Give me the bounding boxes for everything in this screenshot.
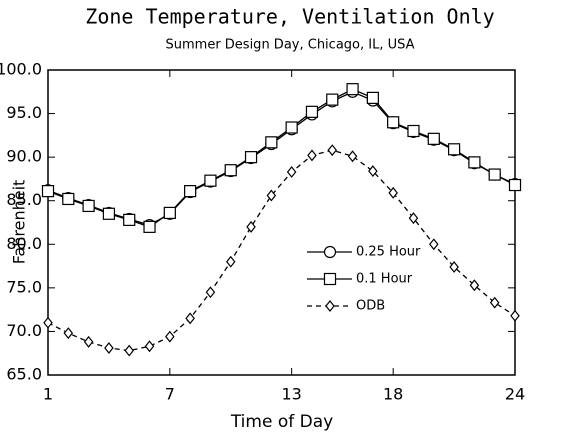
x-axis-label: Time of Day bbox=[230, 412, 333, 432]
point bbox=[366, 91, 379, 104]
legend-label: 0.1 Hour bbox=[356, 272, 413, 287]
series-line bbox=[47, 149, 516, 352]
point bbox=[165, 330, 175, 343]
point bbox=[387, 116, 400, 129]
x-tick-label: 18 bbox=[383, 385, 403, 404]
point bbox=[427, 132, 440, 145]
x-tick-label: 7 bbox=[165, 385, 175, 404]
point bbox=[205, 286, 216, 299]
legend-marker bbox=[323, 245, 337, 259]
point bbox=[488, 168, 501, 181]
point bbox=[41, 185, 55, 198]
point bbox=[469, 279, 480, 292]
point bbox=[265, 136, 278, 149]
point bbox=[449, 260, 459, 273]
point bbox=[305, 105, 319, 118]
point bbox=[224, 164, 237, 177]
y-tick-label: 95.0 bbox=[6, 103, 42, 122]
y-tick-label: 80.0 bbox=[6, 234, 42, 253]
y-tick-label: 70.0 bbox=[6, 321, 42, 340]
point bbox=[285, 121, 298, 134]
point bbox=[408, 212, 419, 225]
point bbox=[163, 206, 176, 220]
point bbox=[326, 93, 339, 106]
point bbox=[102, 207, 116, 220]
series-line bbox=[47, 88, 516, 228]
point bbox=[144, 340, 155, 353]
point bbox=[429, 238, 439, 251]
point bbox=[244, 151, 258, 164]
point bbox=[143, 220, 156, 233]
point bbox=[347, 150, 358, 163]
y-tick-label: 90.0 bbox=[6, 147, 42, 166]
point bbox=[510, 309, 520, 322]
point bbox=[447, 143, 461, 156]
point bbox=[82, 199, 95, 213]
x-tick-label: 1 bbox=[43, 385, 53, 404]
point bbox=[307, 149, 317, 162]
point bbox=[184, 185, 197, 198]
chart-title: Zone Temperature, Ventilation Only bbox=[85, 5, 494, 29]
point bbox=[327, 144, 338, 157]
y-axis-label: Fahrenheit bbox=[10, 180, 29, 265]
point bbox=[468, 156, 481, 169]
point bbox=[407, 124, 420, 138]
point bbox=[246, 220, 256, 233]
chart-subtitle: Summer Design Day, Chicago, IL, USA bbox=[166, 38, 415, 53]
legend-marker bbox=[325, 300, 335, 312]
series-line bbox=[47, 91, 516, 226]
point bbox=[266, 189, 277, 202]
point bbox=[123, 213, 136, 226]
legend-marker bbox=[323, 272, 337, 286]
point bbox=[104, 342, 114, 354]
x-tick-label: 24 bbox=[505, 385, 525, 404]
y-tick-label: 65.0 bbox=[6, 365, 42, 384]
point bbox=[286, 165, 297, 178]
y-tick-label: 75.0 bbox=[6, 277, 42, 296]
point bbox=[489, 296, 500, 309]
point bbox=[225, 255, 236, 268]
plot-frame bbox=[47, 69, 516, 376]
y-tick-label: 100.0 bbox=[0, 60, 42, 79]
point bbox=[508, 178, 522, 192]
legend-label: ODB bbox=[356, 299, 385, 314]
legend-label: 0.25 Hour bbox=[356, 245, 421, 260]
point bbox=[204, 174, 217, 187]
x-tick-label: 13 bbox=[281, 385, 301, 404]
point bbox=[185, 312, 195, 325]
point bbox=[62, 192, 75, 206]
point bbox=[83, 335, 94, 348]
point bbox=[388, 186, 398, 199]
point bbox=[124, 344, 134, 357]
point bbox=[63, 327, 74, 340]
point bbox=[368, 165, 378, 178]
y-tick-label: 85.0 bbox=[6, 190, 42, 209]
point bbox=[346, 83, 359, 96]
point bbox=[43, 316, 53, 329]
